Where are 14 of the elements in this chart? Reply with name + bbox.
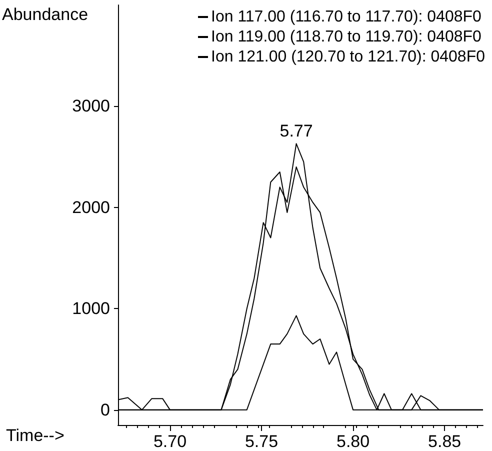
y-tick-label: 1000	[72, 299, 110, 318]
x-tick-label: 5.80	[336, 432, 370, 451]
x-tick-label: 5.75	[244, 432, 278, 451]
annotation: 5.77	[280, 122, 313, 141]
y-tick-label: 2000	[72, 198, 110, 217]
legend-label: Ion 117.00 (116.70 to 117.70): 0408F0	[211, 8, 482, 26]
x-axis-title: Time-->	[6, 426, 64, 445]
x-tick-label: 5.85	[428, 432, 462, 451]
legend-label: Ion 119.00 (118.70 to 119.70): 0408F0	[211, 28, 482, 46]
y-tick-label: 3000	[72, 96, 110, 116]
x-tick-label: 5.70	[153, 432, 187, 451]
legend-label: Ion 121.00 (120.70 to 121.70): 0408F0	[211, 48, 486, 66]
y-tick-label: 0	[100, 400, 110, 420]
y-axis-title: Abundance	[2, 5, 88, 24]
